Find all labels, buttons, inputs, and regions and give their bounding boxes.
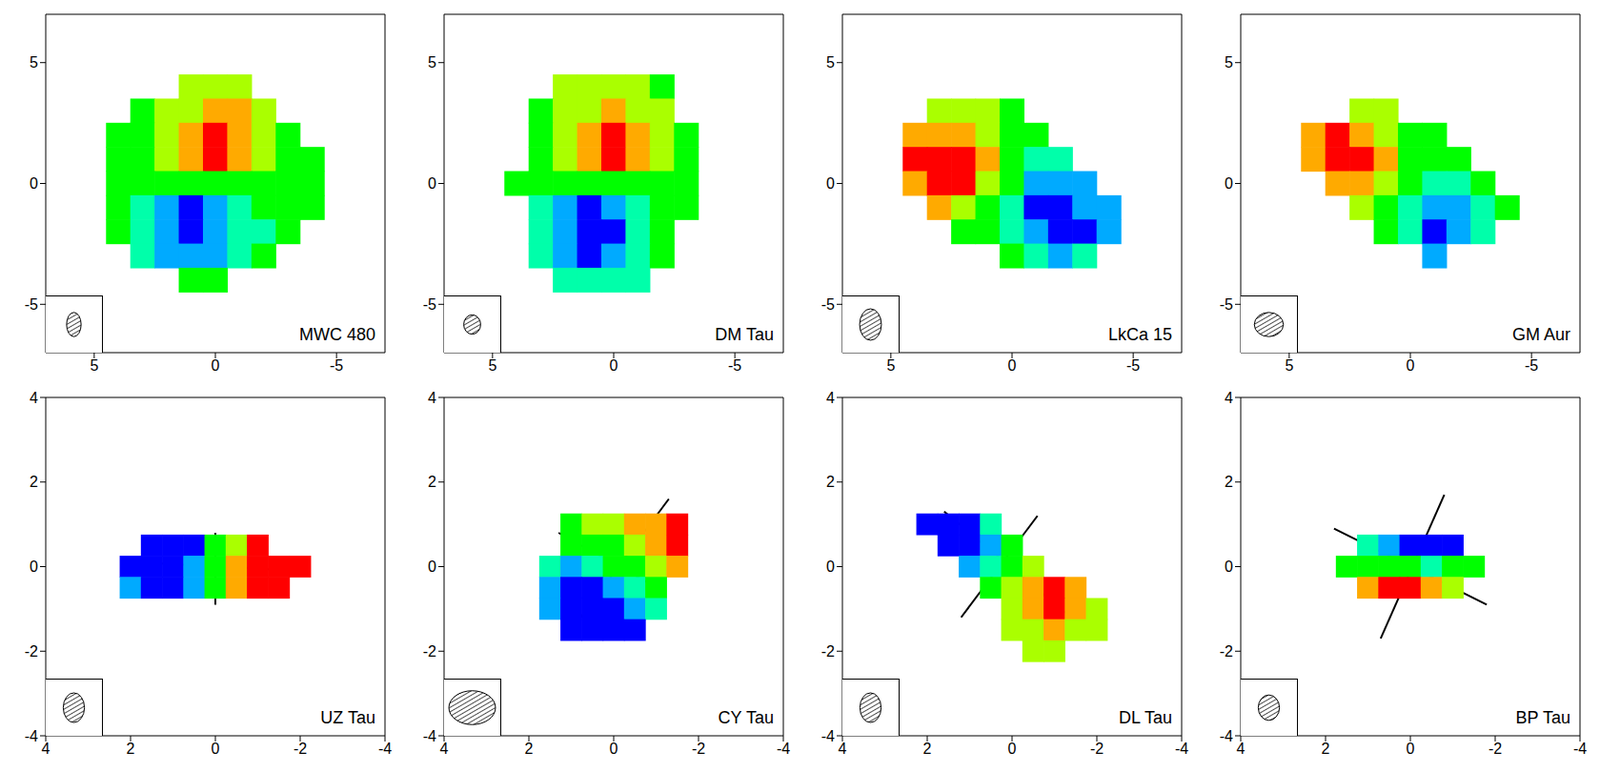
svg-text:0: 0: [1406, 357, 1416, 374]
svg-text:2: 2: [1321, 740, 1331, 757]
html-text:CY Tau: CY Tau: [718, 708, 774, 728]
svg-text:4: 4: [29, 389, 39, 406]
svg-text:0: 0: [609, 357, 619, 374]
svg-text:-4: -4: [24, 728, 39, 745]
svg-text:5: 5: [427, 54, 437, 71]
svg-text:2: 2: [923, 740, 932, 757]
svg-text:5: 5: [1284, 357, 1294, 374]
svg-text:0: 0: [609, 740, 619, 757]
svg-text:0: 0: [427, 175, 437, 192]
svg-text:4: 4: [427, 389, 437, 406]
svg-text:-2: -2: [1219, 643, 1234, 660]
svg-text:4: 4: [1236, 740, 1246, 757]
svg-text:2: 2: [126, 740, 136, 757]
svg-text:-5: -5: [329, 357, 344, 374]
svg-text:4: 4: [1224, 389, 1234, 406]
svg-text:-4: -4: [1174, 740, 1189, 757]
svg-text:-4: -4: [1219, 728, 1234, 745]
svg-text:0: 0: [1224, 558, 1234, 575]
svg-text:-5: -5: [1219, 296, 1234, 313]
svg-text:0: 0: [826, 175, 835, 192]
svg-text:4: 4: [41, 740, 51, 757]
svg-text:-2: -2: [1090, 740, 1104, 757]
svg-text:-2: -2: [691, 740, 706, 757]
svg-text:-4: -4: [423, 728, 437, 745]
svg-text:-2: -2: [821, 643, 835, 660]
svg-text:-2: -2: [24, 643, 39, 660]
svg-text:-5: -5: [24, 296, 39, 313]
html-text:LkCa 15: LkCa 15: [1108, 324, 1173, 345]
svg-text:-5: -5: [1126, 357, 1140, 374]
svg-text:-5: -5: [821, 296, 835, 313]
svg-text:2: 2: [29, 473, 39, 490]
svg-text:0: 0: [29, 175, 39, 192]
svg-text:2: 2: [1224, 473, 1234, 490]
svg-text:-4: -4: [776, 740, 790, 757]
svg-text:0: 0: [1224, 175, 1234, 192]
svg-text:2: 2: [826, 473, 835, 490]
svg-text:0: 0: [427, 558, 437, 575]
svg-text:2: 2: [427, 473, 437, 490]
svg-text:4: 4: [838, 740, 848, 757]
svg-text:0: 0: [29, 558, 39, 575]
svg-text:0: 0: [1406, 740, 1416, 757]
svg-text:0: 0: [211, 357, 221, 374]
html-text:GM Aur: GM Aur: [1512, 324, 1571, 345]
svg-text:-5: -5: [423, 296, 437, 313]
html-text:DL Tau: DL Tau: [1118, 708, 1173, 728]
svg-text:5: 5: [1224, 54, 1234, 71]
svg-text:5: 5: [886, 357, 895, 374]
svg-text:-4: -4: [378, 740, 392, 757]
svg-text:5: 5: [29, 54, 39, 71]
svg-text:-4: -4: [1573, 740, 1587, 757]
svg-text:0: 0: [1008, 740, 1017, 757]
svg-text:-4: -4: [821, 728, 835, 745]
html-text:UZ Tau: UZ Tau: [320, 708, 376, 728]
svg-text:-2: -2: [1488, 740, 1502, 757]
svg-text:-5: -5: [1524, 357, 1539, 374]
svg-text:-5: -5: [728, 357, 742, 374]
svg-text:0: 0: [1008, 357, 1017, 374]
svg-text:4: 4: [826, 389, 835, 406]
html-text:BP Tau: BP Tau: [1515, 708, 1571, 728]
svg-text:5: 5: [826, 54, 835, 71]
svg-text:4: 4: [440, 740, 449, 757]
svg-text:5: 5: [487, 357, 497, 374]
svg-text:0: 0: [211, 740, 221, 757]
svg-text:-2: -2: [423, 643, 437, 660]
svg-text:0: 0: [826, 558, 835, 575]
html-text:DM Tau: DM Tau: [714, 324, 774, 345]
svg-text:-2: -2: [293, 740, 307, 757]
html-text:MWC 480: MWC 480: [299, 324, 376, 345]
svg-text:5: 5: [89, 357, 99, 374]
svg-text:2: 2: [525, 740, 534, 757]
